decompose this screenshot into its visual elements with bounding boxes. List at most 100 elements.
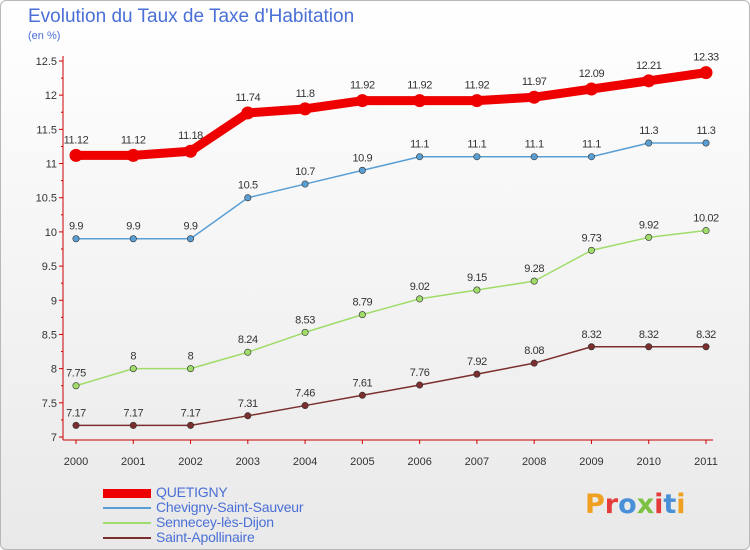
data-label: 8.32 [639, 329, 659, 341]
data-point [298, 102, 312, 116]
axes: 7 7.5 8 8.5 9 9.5 10 10.5 11 11.5 12 12.5 2000 2001 20… [36, 56, 718, 468]
data-label: 7.31 [238, 398, 258, 410]
data-label: 9.9 [183, 221, 197, 233]
x-tick-label: 2003 [236, 456, 260, 468]
data-label: 8.08 [524, 345, 544, 357]
data-label: 7.75 [66, 368, 86, 380]
data-label: 10.5 [238, 180, 258, 192]
data-point [69, 148, 83, 162]
y-tick-label: 7 [51, 432, 57, 444]
x-tick-label: 2011 [694, 456, 718, 468]
data-label: 8.53 [295, 314, 315, 326]
data-point [129, 421, 137, 429]
data-label: 7.76 [410, 367, 430, 379]
data-point [473, 286, 481, 294]
data-point [244, 348, 252, 356]
data-point [355, 94, 369, 108]
legend-label: Chevigny-Saint-Sauveur [156, 499, 304, 515]
data-label: 10.02 [693, 213, 719, 225]
data-point [358, 311, 366, 319]
y-tick-label: 10.5 [36, 193, 57, 205]
data-label: 11.12 [64, 134, 89, 146]
logo-letter: x [636, 489, 655, 520]
x-tick-label: 2005 [350, 456, 374, 468]
y-tick-label: 8 [51, 364, 57, 376]
y-tick-label: 8.5 [42, 329, 57, 341]
data-point [187, 421, 195, 429]
data-point [129, 235, 137, 243]
data-point [413, 94, 427, 108]
legend-label: QUETIGNY [156, 484, 228, 500]
legend-item: Saint-Apollinaire [103, 529, 403, 545]
data-label: 7.17 [181, 407, 201, 419]
series-0: 11.12 11.12 11.18 11.74 11.8 11.92 11.92 11.92 1… [64, 52, 719, 162]
series-1: 9.9 9.9 9.9 10.5 10.7 10.9 11.1 11.1 11.1 11.1 11.… [69, 125, 716, 243]
data-point [358, 391, 366, 399]
data-label: 10.9 [352, 152, 372, 164]
data-label: 11.92 [407, 80, 432, 92]
data-point [416, 295, 424, 303]
x-tick-label: 2001 [121, 456, 145, 468]
data-label: 11.1 [582, 139, 601, 151]
data-label: 7.17 [123, 407, 143, 419]
legend-item: Sennecey-lès-Dijon [103, 514, 403, 530]
data-label: 11.74 [235, 92, 260, 104]
logo-letter: t [663, 489, 677, 520]
data-point [642, 74, 656, 88]
legend-swatch [103, 537, 151, 539]
legend-swatch [103, 507, 151, 509]
data-point [702, 227, 710, 235]
data-label: 8 [130, 351, 136, 363]
data-label: 9.15 [467, 272, 487, 284]
data-point [72, 421, 80, 429]
legend-label: Sennecey-lès-Dijon [156, 514, 274, 530]
data-label: 7.92 [467, 356, 487, 368]
chart-title: Evolution du Taux de Taxe d'Habitation [28, 6, 355, 27]
data-label: 11.1 [410, 139, 429, 151]
data-label: 8.32 [582, 329, 602, 341]
data-label: 12.21 [636, 60, 662, 72]
legend: QUETIGNY Chevigny-Saint-Sauveur Sennecey-l… [103, 484, 403, 545]
x-tick-label: 2006 [407, 456, 431, 468]
legend-item: QUETIGNY [103, 484, 403, 500]
data-label: 11.12 [121, 134, 146, 146]
logo-letter: i [676, 489, 686, 520]
data-point [530, 277, 538, 285]
y-tick-label: 11.5 [36, 124, 57, 136]
data-point [72, 382, 80, 390]
series-line [76, 346, 706, 427]
data-point [587, 246, 595, 254]
data-point [301, 180, 309, 188]
y-tick-label: 10 [45, 227, 57, 239]
data-point [473, 153, 481, 161]
logo-letter: P [585, 489, 605, 520]
legend-swatch [103, 522, 151, 524]
data-label: 8.24 [238, 334, 258, 346]
data-label: 7.61 [352, 377, 372, 389]
data-point [416, 381, 424, 389]
data-point [129, 365, 137, 373]
data-label: 11.1 [525, 139, 544, 151]
data-point [584, 82, 598, 96]
y-tick-label: 12.5 [36, 56, 57, 68]
data-point [702, 139, 710, 147]
legend-item: Chevigny-Saint-Sauveur [103, 499, 403, 515]
series-line [76, 142, 706, 240]
data-label: 8.79 [352, 297, 372, 309]
data-point [241, 106, 255, 120]
data-point [470, 94, 484, 108]
y-tick-label: 9.5 [42, 261, 57, 273]
data-label: 11.1 [467, 139, 486, 151]
data-label: 9.9 [126, 221, 140, 233]
data-label: 9.9 [69, 221, 83, 233]
data-point [530, 153, 538, 161]
data-point [416, 153, 424, 161]
data-point [301, 402, 309, 410]
data-label: 12.33 [693, 52, 719, 64]
data-label: 8 [188, 351, 194, 363]
data-label: 11.18 [178, 130, 203, 142]
data-point [530, 359, 538, 367]
data-point [699, 66, 713, 80]
